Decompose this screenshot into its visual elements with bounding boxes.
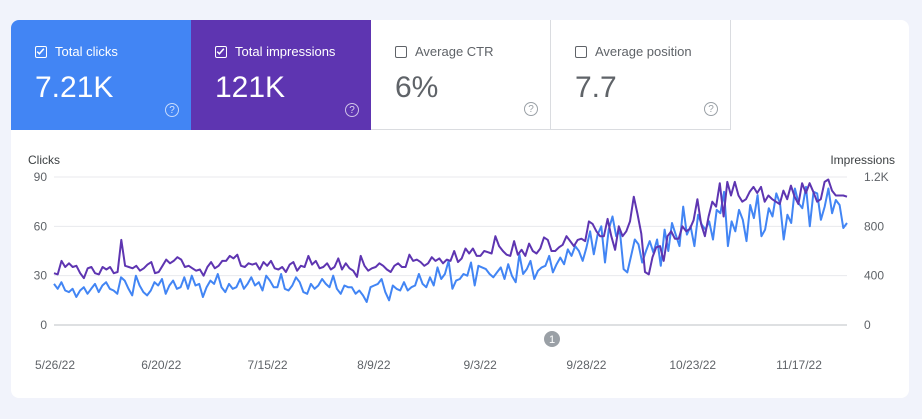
- performance-chart: Clicks Impressions 90 1.2K 60 800 30 400 0 0 5/26/…: [28, 153, 895, 372]
- checkbox-icon[interactable]: [35, 45, 47, 58]
- x-tick-label: 11/17/22: [776, 358, 822, 372]
- y-tick-label-left: 30: [34, 269, 48, 283]
- x-tick-label: 6/20/22: [141, 358, 181, 372]
- metric-tile-header: Average position: [575, 44, 692, 59]
- x-tick-label: 9/28/22: [566, 358, 606, 372]
- help-icon[interactable]: ?: [524, 102, 538, 116]
- help-icon[interactable]: ?: [704, 102, 718, 116]
- y-tick-label-left: 0: [40, 318, 47, 332]
- metric-label: Total clicks: [55, 44, 118, 59]
- performance-card: Total clicks 7.21K ? Total impressions 1…: [11, 20, 909, 398]
- impressions-series-line: [53, 178, 848, 280]
- metric-value: 7.7: [575, 71, 617, 104]
- annotation-label: 1: [549, 334, 555, 346]
- x-tick-label: 8/9/22: [357, 358, 391, 372]
- metric-value: 7.21K: [35, 71, 114, 104]
- metric-label: Average position: [595, 44, 692, 59]
- x-tick-label: 10/23/22: [669, 358, 716, 372]
- metric-value: 121K: [215, 71, 286, 104]
- y-axis-title-right: Impressions: [830, 153, 895, 167]
- checkbox-icon[interactable]: [575, 45, 587, 58]
- metric-tile-total-clicks[interactable]: Total clicks 7.21K ?: [11, 20, 191, 130]
- metric-tiles: Total clicks 7.21K ? Total impressions 1…: [11, 20, 731, 130]
- metric-tile-header: Total impressions: [215, 44, 335, 59]
- metric-label: Average CTR: [415, 44, 494, 59]
- x-tick-label: 5/26/22: [35, 358, 75, 372]
- y-tick-label-left: 60: [34, 219, 48, 233]
- annotation-marker: [544, 331, 560, 347]
- x-tick-label: 7/15/22: [248, 358, 288, 372]
- y-tick-label-right: 1.2K: [864, 170, 889, 184]
- x-tick-label: 9/3/22: [463, 358, 497, 372]
- y-tick-label-right: 800: [864, 219, 884, 233]
- help-icon[interactable]: ?: [165, 103, 179, 117]
- metric-value: 6%: [395, 71, 439, 104]
- checkbox-icon[interactable]: [215, 45, 227, 58]
- checkbox-icon[interactable]: [395, 45, 407, 58]
- y-axis-title-left: Clicks: [28, 153, 60, 167]
- y-tick-label-right: 400: [864, 269, 884, 283]
- metric-tile-total-impressions[interactable]: Total impressions 121K ?: [191, 20, 371, 130]
- metric-tile-header: Total clicks: [35, 44, 118, 59]
- y-tick-label-left: 90: [34, 170, 48, 184]
- help-icon[interactable]: ?: [345, 103, 359, 117]
- metric-tile-average-position[interactable]: Average position 7.7 ?: [551, 20, 731, 130]
- metric-tile-average-ctr[interactable]: Average CTR 6% ?: [371, 20, 551, 130]
- y-tick-label-right: 0: [864, 318, 871, 332]
- clicks-series-line: [53, 185, 848, 303]
- metric-tile-header: Average CTR: [395, 44, 494, 59]
- metric-label: Total impressions: [235, 44, 336, 59]
